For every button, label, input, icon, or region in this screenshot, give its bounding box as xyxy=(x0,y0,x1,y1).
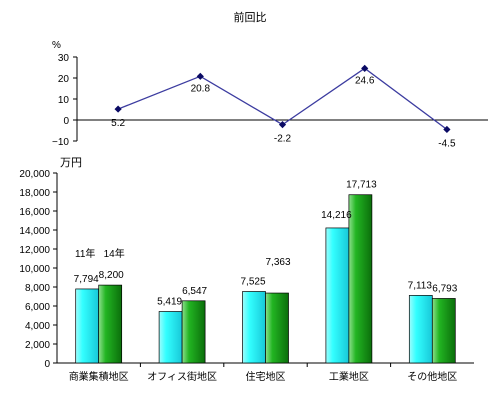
line-chart-y-tick-label: 20 xyxy=(58,74,70,85)
bar-data-label: 8,200 xyxy=(99,270,124,281)
line-chart-y-tick-label: 0 xyxy=(63,116,69,127)
line-point xyxy=(114,105,122,113)
bar-chart-y-tick-label: 20,000 xyxy=(19,169,50,180)
bar-data-label: 7,525 xyxy=(240,277,265,288)
line-data-label: 20.8 xyxy=(191,83,211,94)
line-point xyxy=(361,64,369,72)
bar-chart-ylabel: 万円 xyxy=(60,157,82,169)
bar-data-label: 7,794 xyxy=(74,274,99,285)
bar-data-label: 7,363 xyxy=(265,257,290,268)
legend-series-1: 11年 xyxy=(75,247,95,260)
line-data-label: -4.5 xyxy=(438,138,456,149)
bar-data-label: 14,216 xyxy=(321,210,352,221)
bar-chart-y-tick-label: 0 xyxy=(44,359,50,370)
line-chart-y-tick-label: −10 xyxy=(52,137,69,148)
bar-chart-y-tick-label: 6,000 xyxy=(25,302,50,313)
bar-data-label: 6,547 xyxy=(182,286,207,297)
legend-series-2: 14年 xyxy=(104,247,125,260)
bar-chart-category-label: 商業集積地区 xyxy=(69,370,129,383)
bar-series-1 xyxy=(158,311,183,364)
bar-series-2 xyxy=(431,298,456,364)
bar-series-1 xyxy=(75,288,100,364)
bar-chart-y-tick-label: 12,000 xyxy=(19,245,50,256)
bar-chart-y-tick-label: 16,000 xyxy=(19,207,50,218)
line-point xyxy=(443,125,451,134)
line-chart-y-tick-label: 10 xyxy=(58,95,70,106)
bar-series-1 xyxy=(408,295,433,364)
bar-chart-category-label: 住宅地区 xyxy=(246,370,286,383)
line-point xyxy=(278,121,287,129)
bar-chart-y-tick-label: 10,000 xyxy=(19,264,50,275)
bar-series-1 xyxy=(242,291,266,364)
line-point xyxy=(196,72,204,80)
bar-series-2 xyxy=(181,300,206,364)
bar-chart-category-label: オフィス街地区 xyxy=(147,370,217,383)
bar-chart-y-tick-label: 8,000 xyxy=(25,283,50,294)
bar-chart-y-tick-label: 18,000 xyxy=(19,188,50,199)
line-chart-y-tick-label: 30 xyxy=(58,53,70,64)
bar-chart-category-label: その他地区 xyxy=(407,370,457,383)
bar-series-2 xyxy=(348,194,373,364)
line-data-label: -2.2 xyxy=(274,134,292,145)
bar-data-label: 7,113 xyxy=(408,280,433,291)
bar-chart-y-tick-label: 2,000 xyxy=(25,340,50,351)
bar-data-label: 6,793 xyxy=(432,283,457,294)
line-chart-ylabel: % xyxy=(52,40,61,51)
bar-series-2 xyxy=(98,284,123,364)
bar-chart-y-tick-label: 14,000 xyxy=(19,226,50,237)
bar-series-2 xyxy=(265,292,289,364)
line-data-label: 5.2 xyxy=(111,118,125,129)
line-chart-title: 前回比 xyxy=(234,10,267,24)
bar-series-1 xyxy=(325,227,350,364)
bar-chart-category-label: 工業地区 xyxy=(329,370,369,383)
bar-chart-y-tick-label: 4,000 xyxy=(25,321,50,332)
bar-data-label: 17,713 xyxy=(346,180,377,191)
bar-data-label: 5,419 xyxy=(157,297,182,308)
line-data-label: 24.6 xyxy=(355,75,375,86)
